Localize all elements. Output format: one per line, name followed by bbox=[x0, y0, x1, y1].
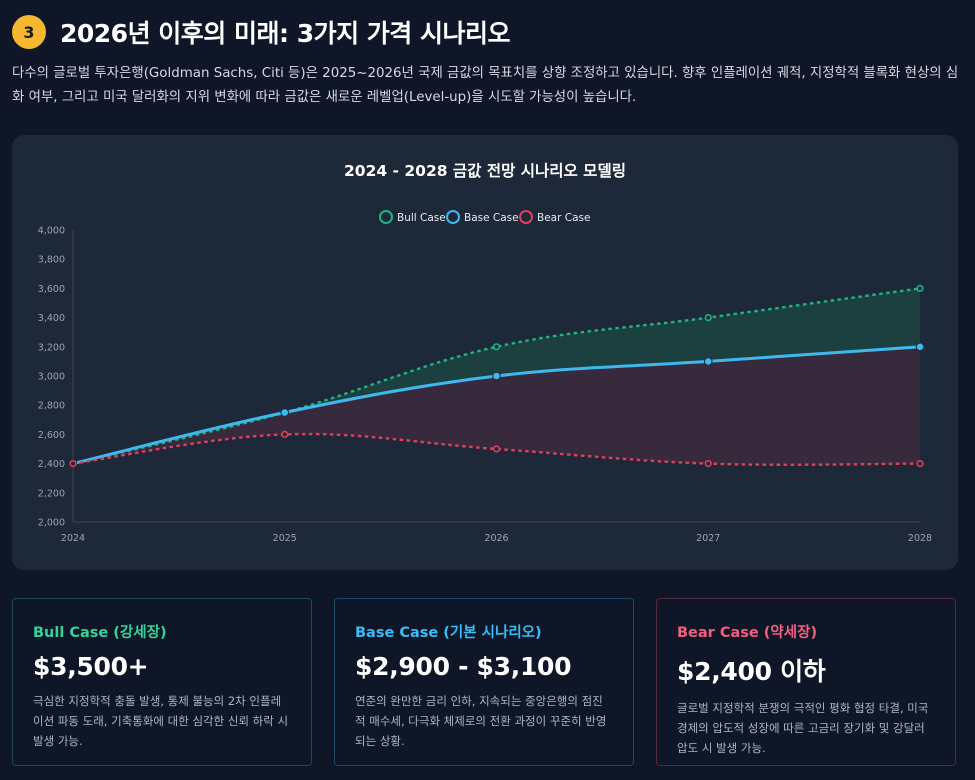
x-tick-label: 2024 bbox=[61, 533, 85, 544]
intro-paragraph: 다수의 글로벌 투자은행(Goldman Sachs, Citi 등)은 202… bbox=[12, 66, 959, 105]
forecast-line-chart: 2024 - 2028 금값 전망 시나리오 모델링 Bull Case Base … bbox=[38, 161, 932, 544]
bear-case-value: $2,400 이하 bbox=[677, 657, 826, 686]
bull-case-line bbox=[72, 287, 921, 465]
bear-case-point bbox=[492, 445, 501, 453]
x-tick-label: 2025 bbox=[273, 533, 297, 544]
y-tick-label: 3,400 bbox=[38, 313, 65, 324]
legend-label-bull-case: Bull Case bbox=[397, 212, 446, 224]
legend-label-base-case: Base Case bbox=[464, 212, 519, 224]
bear-case-point bbox=[281, 430, 289, 439]
y-tick-label: 2,000 bbox=[38, 518, 65, 529]
bear-case-card: Bear Case (약세장) $2,400 이하 글로벌 지정학적 분쟁의 극… bbox=[656, 598, 956, 766]
base-case-point bbox=[280, 408, 290, 417]
y-tick-label: 3,800 bbox=[38, 255, 65, 266]
x-tick-label: 2027 bbox=[696, 533, 720, 544]
y-tick-label: 3,600 bbox=[38, 284, 65, 295]
legend-marker-bull-case bbox=[379, 210, 393, 224]
bull-case-value: $3,500+ bbox=[33, 652, 149, 681]
y-tick-label: 3,200 bbox=[38, 342, 65, 353]
x-tick-label: 2026 bbox=[484, 533, 508, 544]
y-tick-label: 3,000 bbox=[38, 372, 65, 383]
base-case-point bbox=[915, 342, 925, 352]
bear-case-description: 글로벌 지정학적 분쟁의 극적인 평화 협정 타결, 미국 경제의 압도적 성장… bbox=[677, 701, 929, 755]
page-title: 2026년 이후의 미래: 3가지 가격 시나리오 bbox=[60, 19, 511, 48]
y-tick-label: 4,000 bbox=[38, 226, 65, 237]
base-case-point bbox=[703, 357, 713, 366]
bear-case-title: Bear Case (약세장) bbox=[677, 625, 818, 641]
legend-marker-bear-case bbox=[519, 210, 533, 224]
bull-case-card: Bull Case (강세장) $3,500+ 극심한 지정학적 충돌 발생, … bbox=[12, 598, 312, 766]
bull-case-point bbox=[492, 343, 501, 351]
y-tick-label: 2,800 bbox=[38, 401, 65, 412]
legend-label-bear-case: Bear Case bbox=[537, 212, 590, 224]
base-case-point bbox=[492, 371, 501, 381]
bear-case-point bbox=[916, 460, 924, 468]
base-bear-area bbox=[73, 346, 920, 465]
legend-marker-base-case bbox=[446, 210, 460, 224]
y-tick-label: 2,400 bbox=[38, 459, 65, 470]
bear-case-point bbox=[69, 460, 77, 468]
chart-card: 2024 - 2028 금값 전망 시나리오 모델링 Bull Case Base … bbox=[12, 135, 958, 570]
bull-case-description: 극심한 지정학적 충돌 발생, 통제 불능의 2차 인플레이션 파동 도래, 기… bbox=[33, 694, 289, 748]
base-case-description: 연준의 완만한 금리 인하, 지속되는 중앙은행의 점진적 매수세, 다극화 체… bbox=[355, 694, 607, 748]
y-tick-label: 2,200 bbox=[38, 488, 65, 499]
bull-case-title: Bull Case (강세장) bbox=[33, 625, 167, 641]
bull-case-point bbox=[704, 314, 712, 322]
bear-case-point bbox=[704, 460, 712, 468]
x-tick-label: 2028 bbox=[908, 533, 932, 544]
y-tick-label: 2,600 bbox=[38, 430, 65, 441]
base-case-value: $2,900 - $3,100 bbox=[355, 652, 572, 681]
base-case-title: Base Case (기본 시나리오) bbox=[355, 625, 542, 641]
section-header: 3 2026년 이후의 미래: 3가지 가격 시나리오 bbox=[12, 14, 511, 50]
chart-title: 2024 - 2028 금값 전망 시나리오 모델링 bbox=[344, 161, 626, 180]
base-case-card: Base Case (기본 시나리오) $2,900 - $3,100 연준의 … bbox=[334, 598, 634, 766]
section-number-badge: 3 bbox=[12, 15, 46, 49]
bull-case-point bbox=[916, 284, 924, 292]
